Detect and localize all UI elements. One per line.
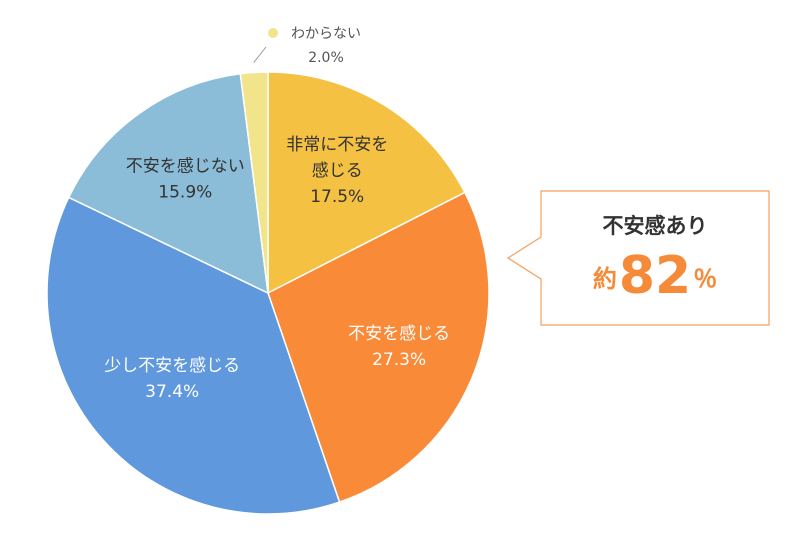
- callout-box: 不安感あり 約82％: [540, 190, 770, 326]
- slice-value-label: 27.3%: [372, 350, 426, 370]
- legend-dot: [268, 28, 278, 38]
- pie-slice: [267, 71, 466, 295]
- callout-prefix: 約: [592, 265, 617, 293]
- slice-value-label: 15.9%: [158, 182, 212, 202]
- pie-slice: [267, 191, 490, 504]
- leader-line: [253, 46, 267, 63]
- slice-category-label: 不安を感じる: [348, 324, 450, 344]
- slice-category-label: わからない: [291, 26, 361, 42]
- slice-category-label: 感じる: [312, 161, 363, 181]
- slice-category-label: 少し不安を感じる: [104, 356, 240, 376]
- slice-value-label: 37.4%: [145, 382, 199, 402]
- callout-number: 82: [618, 246, 692, 306]
- callout-frame: [506, 190, 770, 326]
- callout-title: 不安感あり: [602, 214, 708, 238]
- pie-slice: [239, 71, 269, 294]
- slice-value-label: 2.0%: [308, 50, 344, 66]
- pie-slice: [46, 196, 341, 515]
- slice-category-label: 不安を感じない: [126, 156, 245, 176]
- callout-value: 約82％: [540, 246, 770, 306]
- slice-value-label: 17.5%: [310, 187, 364, 207]
- slice-category-label: 非常に不安を: [286, 135, 388, 155]
- callout-unit: ％: [693, 265, 718, 293]
- pie-slice: [67, 72, 269, 295]
- pie-slices: [46, 71, 490, 515]
